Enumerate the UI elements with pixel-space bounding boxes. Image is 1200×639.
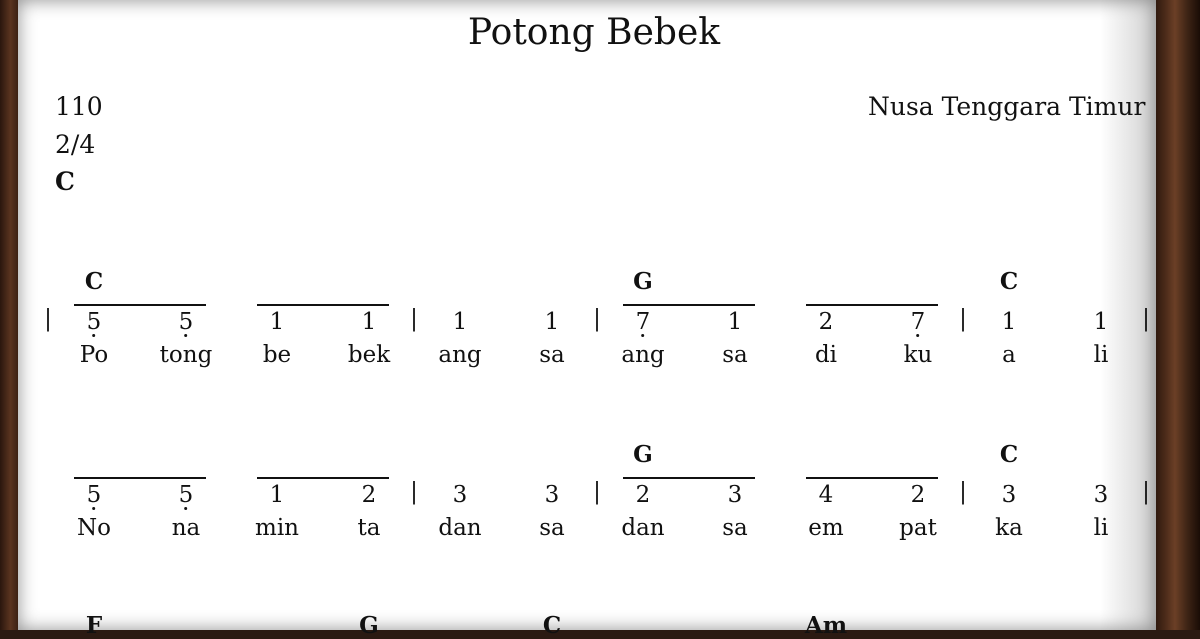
note-number: 1 xyxy=(544,309,560,335)
note-number: 3 xyxy=(452,482,468,508)
note-number: 4 xyxy=(818,482,834,508)
note-number: 2 xyxy=(635,482,651,508)
beam-line xyxy=(623,304,755,306)
lower-octave-dot xyxy=(916,334,920,337)
chord-symbol: G xyxy=(633,268,653,295)
chord-symbol: Am xyxy=(804,612,848,639)
lyric-syllable: ta xyxy=(357,515,381,541)
note-number: 7 xyxy=(635,309,651,337)
bar-line: | xyxy=(44,306,52,332)
lyric-syllable: tong xyxy=(159,342,213,368)
note-number: 3 xyxy=(727,482,743,508)
song-title: Potong Bebek xyxy=(467,12,721,53)
lyric-syllable: sa xyxy=(539,342,565,368)
beam-line xyxy=(806,477,938,479)
lyric-syllable: ku xyxy=(903,342,933,368)
lower-octave-dot xyxy=(641,334,645,337)
note-number: 2 xyxy=(818,309,834,335)
chord-symbol: C xyxy=(999,268,1019,295)
beam-line xyxy=(74,304,206,306)
bar-line: | xyxy=(959,306,967,332)
beam-line xyxy=(257,477,389,479)
note-number: 1 xyxy=(452,309,468,335)
lyric-syllable: dan xyxy=(621,515,665,541)
bar-line: | xyxy=(410,479,418,505)
lower-octave-dot xyxy=(92,334,96,337)
note-number: 1 xyxy=(1093,309,1109,335)
note-number: 5 xyxy=(86,309,102,337)
frame-right xyxy=(1150,0,1200,630)
lyric-syllable: ang xyxy=(438,342,482,368)
chord-symbol: C xyxy=(542,612,562,639)
lyric-syllable: li xyxy=(1093,342,1109,368)
region-origin: Nusa Tenggara Timur xyxy=(868,92,1146,121)
lyric-syllable: be xyxy=(262,342,292,368)
note-number: 5 xyxy=(178,309,194,337)
lyric-syllable: sa xyxy=(539,515,565,541)
lower-octave-dot xyxy=(184,334,188,337)
lyric-syllable: a xyxy=(1002,342,1016,368)
lyric-syllable: di xyxy=(814,342,838,368)
chord-symbol: G xyxy=(359,612,379,639)
bar-line: | xyxy=(1142,306,1150,332)
lyric-syllable: pat xyxy=(899,515,937,541)
beam-line xyxy=(74,477,206,479)
beam-line xyxy=(806,304,938,306)
chord-symbol: C xyxy=(999,441,1019,468)
lyric-syllable: sa xyxy=(722,342,748,368)
bar-line: | xyxy=(1142,479,1150,505)
lyric-syllable: ka xyxy=(995,515,1023,541)
paper-shadow xyxy=(1100,0,1156,630)
bar-line: | xyxy=(593,479,601,505)
lyric-syllable: No xyxy=(77,515,111,541)
chord-symbol: F xyxy=(85,612,103,639)
note-number: 5 xyxy=(86,482,102,510)
paper-sheet xyxy=(18,0,1156,630)
chord-symbol: C xyxy=(84,268,104,295)
note-number: 3 xyxy=(544,482,560,508)
note-number: 2 xyxy=(361,482,377,508)
note-number: 1 xyxy=(269,482,285,508)
note-number: 5 xyxy=(178,482,194,510)
bar-line: | xyxy=(593,306,601,332)
lyric-syllable: min xyxy=(255,515,299,541)
lyric-syllable: ang xyxy=(621,342,665,368)
beam-line xyxy=(623,477,755,479)
note-number: 3 xyxy=(1093,482,1109,508)
lyric-syllable: na xyxy=(171,515,201,541)
lyric-syllable: Po xyxy=(79,342,109,368)
lyric-syllable: li xyxy=(1093,515,1109,541)
bar-line: | xyxy=(410,306,418,332)
key-signature: C xyxy=(55,167,75,196)
lyric-syllable: dan xyxy=(438,515,482,541)
note-number: 1 xyxy=(727,309,743,335)
lyric-syllable: em xyxy=(808,515,844,541)
note-number: 3 xyxy=(1001,482,1017,508)
note-number: 1 xyxy=(1001,309,1017,335)
beam-line xyxy=(257,304,389,306)
lyric-syllable: bek xyxy=(347,342,391,368)
chord-symbol: G xyxy=(633,441,653,468)
tempo: 110 xyxy=(55,92,103,121)
note-number: 1 xyxy=(269,309,285,335)
bar-line: | xyxy=(959,479,967,505)
note-number: 2 xyxy=(910,482,926,508)
note-number: 1 xyxy=(361,309,377,335)
lower-octave-dot xyxy=(92,507,96,510)
lyric-syllable: sa xyxy=(722,515,748,541)
note-number: 7 xyxy=(910,309,926,337)
lower-octave-dot xyxy=(184,507,188,510)
time-signature: 2/4 xyxy=(55,130,96,159)
